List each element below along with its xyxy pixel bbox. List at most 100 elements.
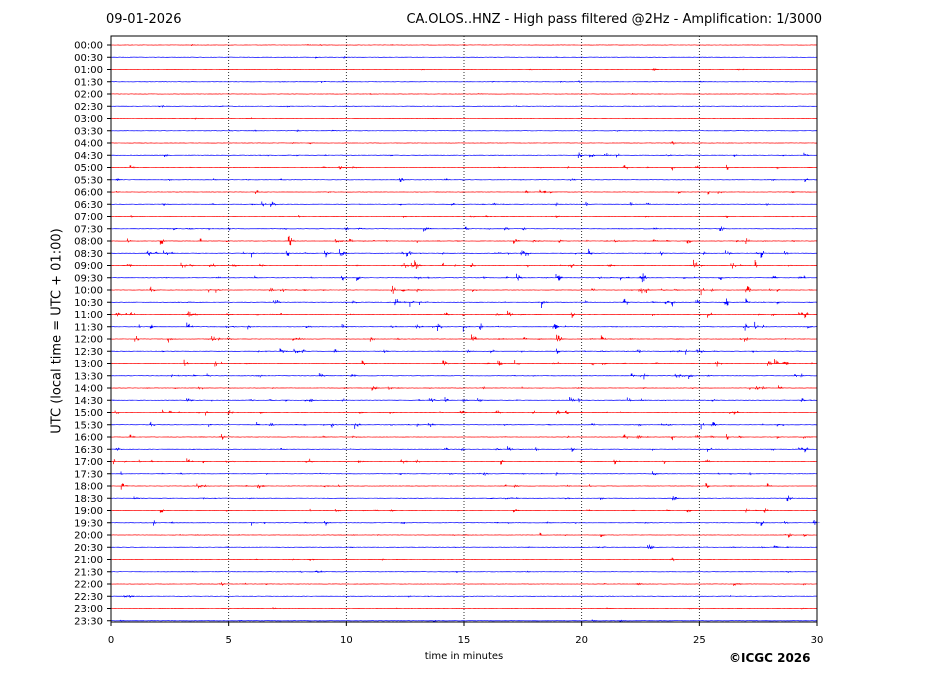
y-tick-label: 03:30 bbox=[74, 126, 103, 137]
y-tick-label: 15:30 bbox=[74, 420, 103, 431]
y-tick-label: 02:30 bbox=[74, 102, 103, 113]
trace-bursts-05:30 bbox=[114, 178, 810, 182]
trace-bursts-22:30 bbox=[122, 594, 758, 598]
y-tick-label: 00:30 bbox=[74, 53, 103, 64]
trace-bursts-20:30 bbox=[225, 544, 792, 549]
x-tick-label: 5 bbox=[225, 635, 231, 646]
trace-bursts-17:00 bbox=[113, 458, 772, 465]
x-tick-label: 20 bbox=[575, 635, 588, 646]
y-tick-label: 22:00 bbox=[74, 580, 103, 591]
trace-bursts-21:00 bbox=[255, 557, 678, 562]
trace-bursts-06:00 bbox=[116, 189, 798, 195]
trace-bursts-23:00 bbox=[242, 607, 808, 610]
y-tick-label: 20:00 bbox=[74, 531, 103, 542]
y-tick-label: 04:00 bbox=[74, 139, 103, 150]
y-tick-label: 09:30 bbox=[74, 273, 103, 284]
y-tick-label: 10:30 bbox=[74, 298, 103, 309]
y-tick-label: 19:30 bbox=[74, 518, 103, 529]
y-tick-label: 20:30 bbox=[74, 543, 103, 554]
trace-bursts-10:30 bbox=[177, 298, 815, 308]
trace-bursts-11:30 bbox=[138, 321, 815, 332]
trace-bursts-06:30 bbox=[161, 201, 771, 207]
trace-bursts-03:00 bbox=[194, 117, 810, 120]
trace-bursts-09:30 bbox=[165, 273, 806, 283]
y-tick-label: 07:30 bbox=[74, 224, 103, 235]
y-tick-label: 08:00 bbox=[74, 237, 103, 248]
y-tick-label: 14:00 bbox=[74, 384, 103, 395]
y-tick-label: 14:30 bbox=[74, 396, 103, 407]
trace-bursts-23:30 bbox=[120, 619, 628, 623]
y-tick-label: 23:00 bbox=[74, 604, 103, 615]
trace-bursts-02:00 bbox=[369, 93, 783, 95]
y-tick-label: 01:30 bbox=[74, 77, 103, 88]
x-tick-label: 10 bbox=[340, 635, 353, 646]
trace-bursts-12:30 bbox=[161, 348, 802, 355]
y-tick-label: 13:30 bbox=[74, 371, 103, 382]
y-tick-label: 10:00 bbox=[74, 286, 103, 297]
trace-bursts-20:00 bbox=[179, 532, 809, 538]
x-tick-label: 0 bbox=[108, 635, 114, 646]
x-tick-label: 15 bbox=[458, 635, 471, 646]
x-tick-label: 30 bbox=[811, 635, 824, 646]
trace-bursts-15:30 bbox=[149, 421, 785, 430]
y-tick-label: 11:00 bbox=[74, 310, 103, 321]
trace-bursts-13:30 bbox=[171, 373, 804, 380]
y-tick-label: 00:00 bbox=[74, 41, 103, 52]
y-tick-label: 12:00 bbox=[74, 335, 103, 346]
trace-bursts-03:30 bbox=[228, 129, 740, 133]
y-tick-label: 21:00 bbox=[74, 555, 103, 566]
y-tick-label: 19:00 bbox=[74, 506, 103, 517]
y-tick-label: 12:30 bbox=[74, 347, 103, 358]
trace-bursts-16:00 bbox=[128, 434, 816, 441]
trace-bursts-14:00 bbox=[146, 385, 785, 391]
header-date: 09-01-2026 bbox=[106, 12, 182, 27]
y-tick-label: 02:00 bbox=[74, 90, 103, 101]
trace-bursts-17:30 bbox=[120, 471, 752, 476]
y-tick-label: 11:30 bbox=[74, 322, 103, 333]
y-tick-label: 16:00 bbox=[74, 433, 103, 444]
trace-bursts-15:00 bbox=[114, 409, 740, 416]
trace-bursts-08:00 bbox=[127, 235, 800, 246]
trace-bursts-10:00 bbox=[149, 285, 815, 296]
trace-bursts-09:00 bbox=[120, 259, 793, 269]
trace-bursts-08:30 bbox=[146, 248, 789, 258]
y-tick-label: 09:00 bbox=[74, 261, 103, 272]
y-tick-label: 06:00 bbox=[74, 188, 103, 199]
y-tick-label: 17:30 bbox=[74, 469, 103, 480]
y-tick-label: 16:30 bbox=[74, 445, 103, 456]
y-tick-label: 22:30 bbox=[74, 592, 103, 603]
y-tick-label: 18:30 bbox=[74, 494, 103, 505]
trace-bursts-21:30 bbox=[192, 570, 795, 573]
trace-bursts-02:30 bbox=[158, 105, 524, 108]
y-tick-label: 05:00 bbox=[74, 163, 103, 174]
trace-bursts-11:00 bbox=[114, 310, 810, 319]
trace-bursts-13:00 bbox=[183, 359, 816, 367]
y-tick-label: 17:00 bbox=[74, 457, 103, 468]
y-tick-label: 01:00 bbox=[74, 65, 103, 76]
trace-bursts-14:30 bbox=[112, 397, 813, 403]
trace-bursts-18:30 bbox=[133, 495, 794, 502]
y-tick-label: 05:30 bbox=[74, 175, 103, 186]
trace-bursts-07:00 bbox=[129, 214, 795, 218]
trace-bursts-04:00 bbox=[137, 141, 752, 145]
y-tick-label: 13:00 bbox=[74, 359, 103, 370]
trace-bursts-00:00 bbox=[191, 44, 470, 46]
x-axis-label: time in minutes bbox=[424, 651, 504, 662]
chart-title: CA.OLOS..HNZ - High pass filtered @2Hz -… bbox=[406, 12, 822, 27]
y-tick-label: 15:00 bbox=[74, 408, 103, 419]
trace-bursts-16:30 bbox=[114, 446, 810, 453]
y-tick-label: 03:00 bbox=[74, 114, 103, 125]
copyright-label: ©ICGC 2026 bbox=[729, 651, 811, 665]
trace-bursts-19:00 bbox=[159, 508, 769, 513]
x-tick-label: 25 bbox=[693, 635, 706, 646]
y-tick-label: 21:30 bbox=[74, 567, 103, 578]
y-tick-label: 18:00 bbox=[74, 482, 103, 493]
trace-bursts-01:00 bbox=[224, 68, 748, 71]
trace-bursts-12:00 bbox=[134, 334, 806, 343]
y-tick-label: 04:30 bbox=[74, 151, 103, 162]
y-tick-label: 07:00 bbox=[74, 212, 103, 223]
y-tick-label: 06:30 bbox=[74, 200, 103, 211]
grid-lines bbox=[228, 36, 700, 622]
